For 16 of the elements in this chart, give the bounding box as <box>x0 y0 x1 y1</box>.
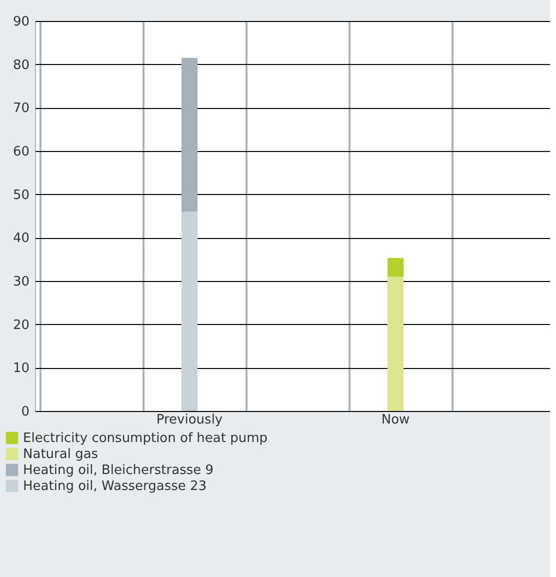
y-tick-label: 80 <box>12 58 30 73</box>
y-tick-label: 50 <box>12 188 30 203</box>
x-tick-label: Now <box>381 412 410 428</box>
y-tick-label: 20 <box>12 318 30 333</box>
y-tick-label: 40 <box>12 231 30 246</box>
x-tick-label: Previously <box>156 412 223 428</box>
legend-label: Electricity consumption of heat pump <box>23 431 268 446</box>
y-tick-label: 70 <box>12 101 30 116</box>
legend-label: Natural gas <box>23 447 98 462</box>
y-tick-label: 0 <box>21 404 30 420</box>
y-tick-label: 30 <box>12 274 30 290</box>
y-tick-label: 90 <box>12 14 30 30</box>
y-tick-label: 10 <box>12 361 30 376</box>
y-tick-label: 60 <box>12 144 30 160</box>
legend-label: Heating oil, Bleicherstrasse 9 <box>23 463 214 478</box>
legend-label: Heating oil, Wassergasse 23 <box>23 479 207 494</box>
